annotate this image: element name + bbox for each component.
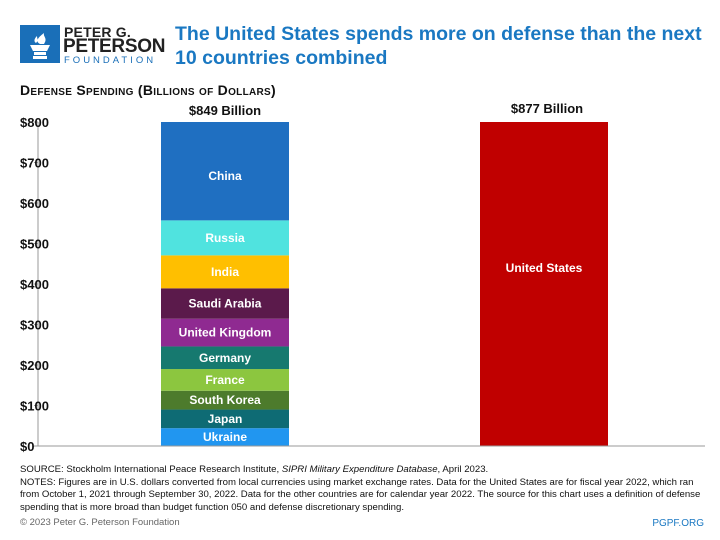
bar-total-label: $877 Billion <box>511 101 583 116</box>
bar-segment-south-korea <box>161 390 289 410</box>
bar-segment-germany <box>161 346 289 370</box>
bar-segment-france <box>161 369 289 391</box>
y-tick-label: $200 <box>20 358 49 373</box>
segment-label: France <box>205 373 245 387</box>
pgpf-logo: PETER G. PETERSON FOUNDATION <box>20 24 165 66</box>
y-axis-title: Defense Spending (Billions of Dollars) <box>20 82 276 98</box>
y-tick-label: $400 <box>20 277 49 292</box>
y-tick-label: $0 <box>20 439 34 454</box>
bar-segment-japan <box>161 409 289 429</box>
segment-label: Russia <box>205 231 245 245</box>
torch-icon <box>20 25 60 63</box>
bar-segment-united-kingdom <box>161 318 289 347</box>
bar-segment-russia <box>161 220 289 256</box>
website-link[interactable]: PGPF.ORG <box>652 518 704 529</box>
segment-label: India <box>211 265 239 279</box>
source-note: SOURCE: Stockholm International Peace Re… <box>20 464 489 475</box>
y-tick-label: $700 <box>20 156 49 171</box>
bar-segment-saudi-arabia <box>161 288 289 319</box>
notes: NOTES: Figures are in U.S. dollars conve… <box>20 476 701 513</box>
bar-segment-china <box>161 122 289 221</box>
segment-label: South Korea <box>189 393 261 407</box>
segment-label: United States <box>506 261 583 275</box>
y-tick-label: $500 <box>20 237 49 252</box>
y-tick-label: $100 <box>20 399 49 414</box>
segment-label: China <box>208 169 242 183</box>
segment-label: United Kingdom <box>179 326 272 340</box>
segment-label: Saudi Arabia <box>189 297 262 311</box>
bar-segment-india <box>161 255 289 289</box>
y-tick-label: $600 <box>20 196 49 211</box>
bar-total-label: $849 Billion <box>189 103 261 118</box>
y-tick-label: $800 <box>20 115 49 130</box>
bar-segment-ukraine <box>161 428 289 446</box>
chart-title: The United States spends more on defense… <box>175 23 702 69</box>
footnotes: SOURCE: Stockholm International Peace Re… <box>20 464 710 514</box>
segment-label: Ukraine <box>203 430 247 444</box>
copyright: © 2023 Peter G. Peterson Foundation <box>20 517 180 528</box>
segment-label: Japan <box>208 412 243 426</box>
segment-label: Germany <box>199 351 251 365</box>
stacked-bar-chart: $0 $100 $200 $300 $400 $500 $600 $700 $800 Ukrain… <box>20 101 705 454</box>
bar-segment-united-states <box>480 122 608 446</box>
y-tick-label: $300 <box>20 318 49 333</box>
